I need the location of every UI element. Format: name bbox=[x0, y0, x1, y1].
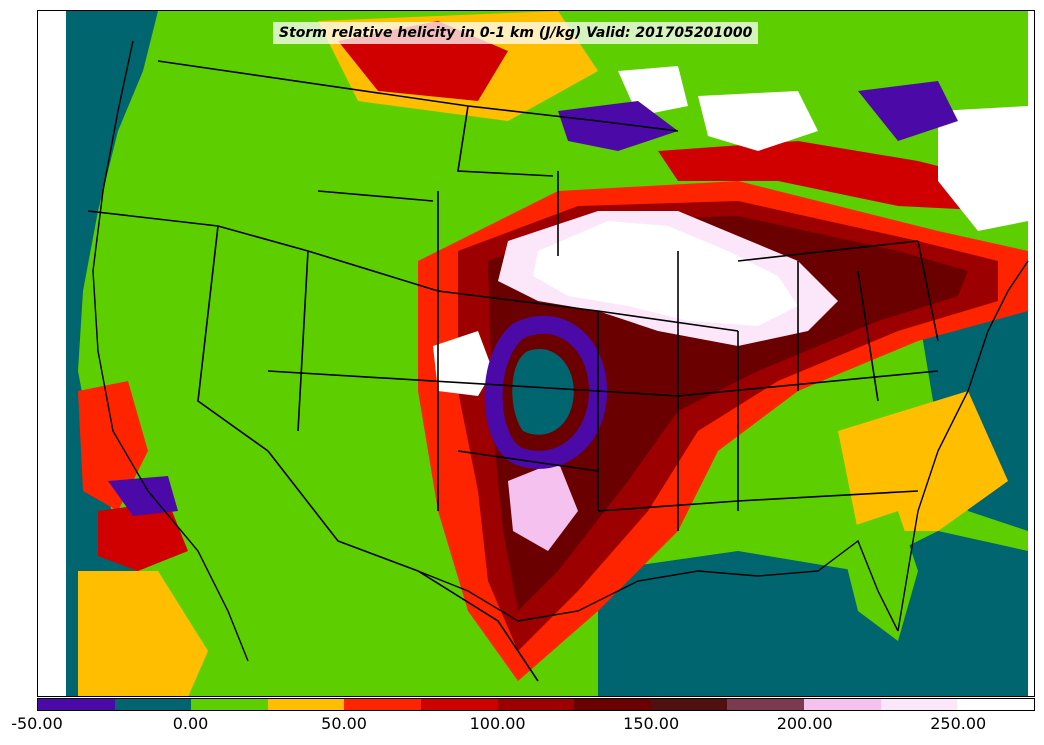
sw-red-blob bbox=[98, 501, 188, 571]
colorbar-segment bbox=[880, 699, 958, 710]
colorbar-tick-label: 50.00 bbox=[321, 714, 367, 733]
new-england-white-blob bbox=[938, 106, 1028, 231]
pacific-teal-region bbox=[66, 11, 168, 696]
colorbar-segment bbox=[957, 699, 1034, 710]
north-purple-band bbox=[558, 101, 678, 151]
colorbar-tick-label: 200.00 bbox=[776, 714, 833, 733]
kansas-teal-core bbox=[512, 349, 574, 435]
colorbar-tick-label: -50.00 bbox=[11, 714, 63, 733]
colorbar-tick-label: 150.00 bbox=[623, 714, 680, 733]
colorbar-segment bbox=[267, 699, 345, 710]
colorbar-segment bbox=[574, 699, 651, 710]
ne-red-band bbox=[658, 141, 998, 211]
colorbar-segment bbox=[344, 699, 422, 710]
colorbar bbox=[37, 698, 1035, 711]
florida-green-region bbox=[838, 511, 918, 641]
colorbar-segment bbox=[727, 699, 805, 710]
colorbar-segment bbox=[421, 699, 498, 710]
ne-white-blob-2 bbox=[698, 91, 818, 151]
central-maroon-swath bbox=[488, 216, 968, 611]
colorbar-segment bbox=[114, 699, 192, 710]
plains-white-blob bbox=[433, 331, 493, 396]
colorbar-tick-labels: -50.00 0.00 50.00 100.00 150.00 200.00 250.00 bbox=[0, 714, 1044, 738]
helicity-map bbox=[37, 10, 1035, 697]
kansas-purple-ring bbox=[484, 315, 608, 469]
colorbar-segment bbox=[38, 699, 115, 710]
central-white-maximum bbox=[533, 221, 798, 326]
colorbar-tick-label: 250.00 bbox=[930, 714, 987, 733]
west-orange-region bbox=[78, 571, 208, 696]
west-red-blob bbox=[78, 381, 148, 511]
east-orange-region bbox=[838, 391, 1008, 531]
colorbar-segment bbox=[650, 699, 728, 710]
northeast-purple-blob bbox=[858, 81, 958, 141]
colorbar-tick-label: 0.00 bbox=[172, 714, 209, 733]
colorbar-segment bbox=[804, 699, 881, 710]
colorbar-segment bbox=[191, 699, 268, 710]
texas-pink-blob bbox=[508, 461, 578, 551]
coastline-lines bbox=[92, 40, 1029, 662]
map-canvas bbox=[66, 11, 1029, 696]
colorbar-segment bbox=[497, 699, 575, 710]
colorbar-tick-label: 100.00 bbox=[469, 714, 526, 733]
map-title: Storm relative helicity in 0-1 km (J/kg)… bbox=[273, 22, 759, 44]
